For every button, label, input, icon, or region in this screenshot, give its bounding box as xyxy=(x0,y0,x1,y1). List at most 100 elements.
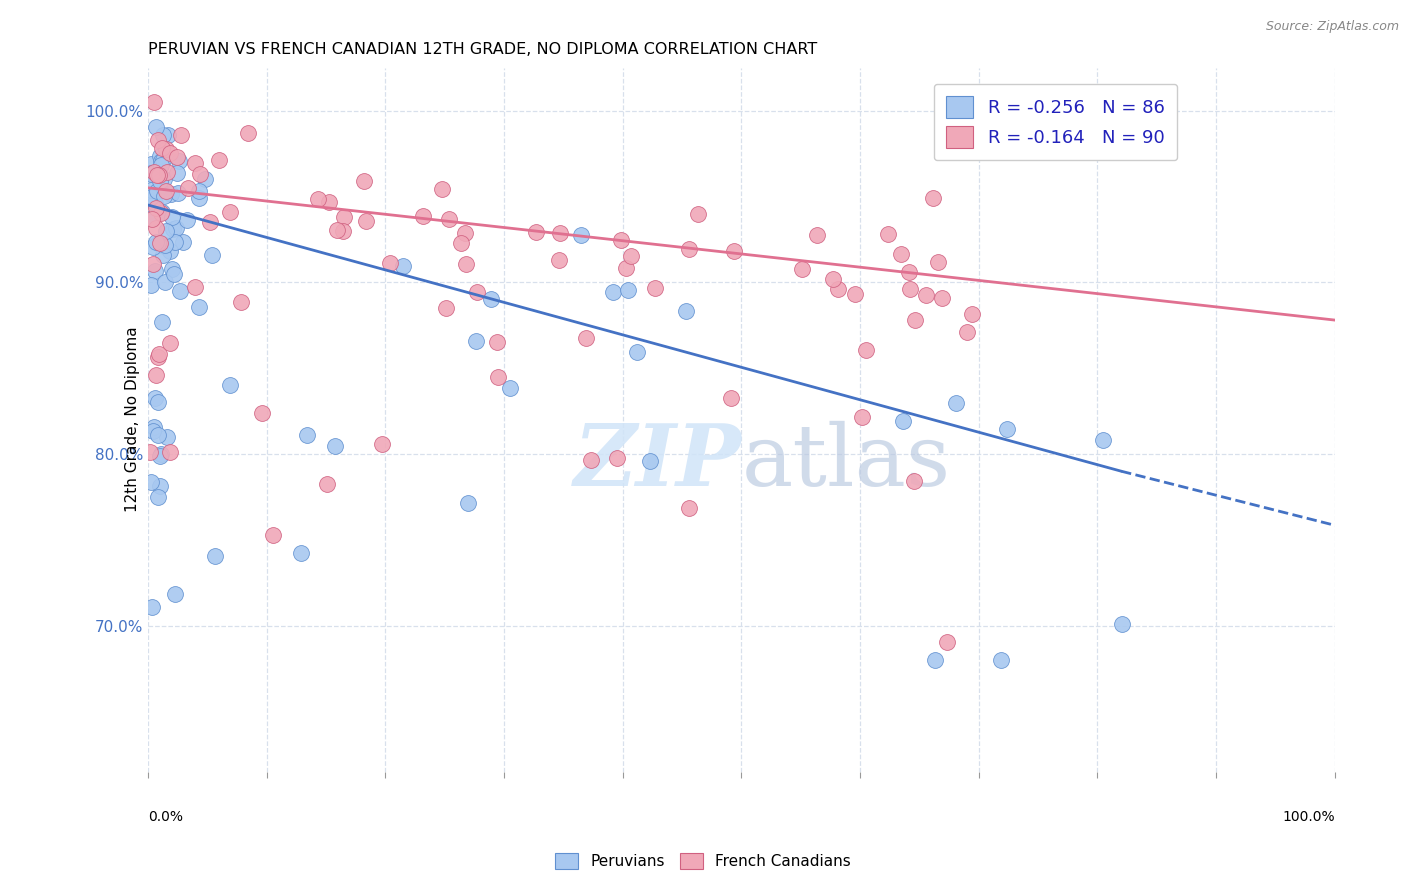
Point xyxy=(602,285,624,299)
Point xyxy=(148,347,170,361)
Point xyxy=(453,226,475,240)
Point xyxy=(163,587,186,601)
Point xyxy=(686,207,709,221)
Point xyxy=(295,427,318,442)
Point xyxy=(524,225,547,239)
Point xyxy=(152,153,174,168)
Point xyxy=(720,392,742,406)
Point xyxy=(915,288,938,302)
Point xyxy=(139,190,162,204)
Point xyxy=(145,221,167,235)
Point xyxy=(153,237,176,252)
Point xyxy=(148,168,170,182)
Point xyxy=(323,439,346,453)
Point xyxy=(927,255,949,269)
Point xyxy=(146,491,169,505)
Point xyxy=(172,235,194,250)
Point xyxy=(146,184,169,198)
Point xyxy=(149,449,172,463)
Point xyxy=(150,205,173,219)
Point xyxy=(142,258,165,272)
Point xyxy=(877,227,900,241)
Point xyxy=(169,154,191,169)
Point xyxy=(548,227,571,241)
Point xyxy=(155,165,177,179)
Point xyxy=(142,240,165,254)
Point xyxy=(159,145,181,160)
Point xyxy=(155,223,177,237)
Point xyxy=(177,181,200,195)
Point xyxy=(318,194,340,209)
Point xyxy=(579,453,602,467)
Point xyxy=(194,172,217,186)
Point xyxy=(188,167,211,181)
Point xyxy=(143,95,166,109)
Point xyxy=(412,209,434,223)
Point xyxy=(620,249,643,263)
Point xyxy=(176,212,198,227)
Point xyxy=(162,267,184,281)
Point xyxy=(924,653,946,667)
Point xyxy=(149,174,172,188)
Point xyxy=(160,210,183,224)
Point xyxy=(481,292,503,306)
Point xyxy=(434,301,457,316)
Point xyxy=(155,142,177,156)
Point xyxy=(148,395,170,409)
Point xyxy=(188,191,211,205)
Point xyxy=(450,235,472,250)
Point xyxy=(640,454,662,468)
Point xyxy=(855,343,877,357)
Point xyxy=(960,307,983,321)
Point xyxy=(145,368,167,382)
Point xyxy=(326,223,349,237)
Point xyxy=(371,436,394,450)
Point xyxy=(148,132,170,146)
Point xyxy=(143,196,166,211)
Point xyxy=(153,172,176,186)
Point xyxy=(898,282,921,296)
Legend: Peruvians, French Canadians: Peruvians, French Canadians xyxy=(548,847,858,875)
Point xyxy=(159,445,181,459)
Point xyxy=(997,422,1019,436)
Point xyxy=(456,257,478,271)
Point xyxy=(160,186,183,201)
Point xyxy=(145,235,167,249)
Point xyxy=(626,344,648,359)
Point xyxy=(145,120,167,135)
Point xyxy=(162,262,184,277)
Point xyxy=(139,166,162,180)
Point xyxy=(146,235,169,250)
Point xyxy=(148,479,170,493)
Text: Source: ZipAtlas.com: Source: ZipAtlas.com xyxy=(1265,20,1399,33)
Point xyxy=(935,635,957,649)
Point xyxy=(165,235,187,250)
Point xyxy=(143,391,166,405)
Point xyxy=(152,128,174,143)
Point xyxy=(678,243,700,257)
Point xyxy=(931,291,953,305)
Point xyxy=(141,600,163,615)
Point xyxy=(290,546,312,560)
Point xyxy=(150,141,173,155)
Point xyxy=(610,233,633,247)
Point xyxy=(150,315,173,329)
Text: PERUVIAN VS FRENCH CANADIAN 12TH GRADE, NO DIPLOMA CORRELATION CHART: PERUVIAN VS FRENCH CANADIAN 12TH GRADE, … xyxy=(148,42,817,57)
Point xyxy=(149,236,172,251)
Point xyxy=(437,212,460,227)
Point xyxy=(200,215,222,229)
Point xyxy=(392,259,415,273)
Point xyxy=(201,248,224,262)
Text: atlas: atlas xyxy=(741,420,950,503)
Point xyxy=(569,228,592,243)
Point xyxy=(142,420,165,434)
Point xyxy=(187,300,209,314)
Point xyxy=(155,184,177,198)
Point xyxy=(678,500,700,515)
Point xyxy=(499,381,522,395)
Point xyxy=(145,168,167,182)
Point xyxy=(159,244,181,258)
Point xyxy=(844,287,866,301)
Point xyxy=(159,336,181,351)
Point xyxy=(152,248,174,262)
